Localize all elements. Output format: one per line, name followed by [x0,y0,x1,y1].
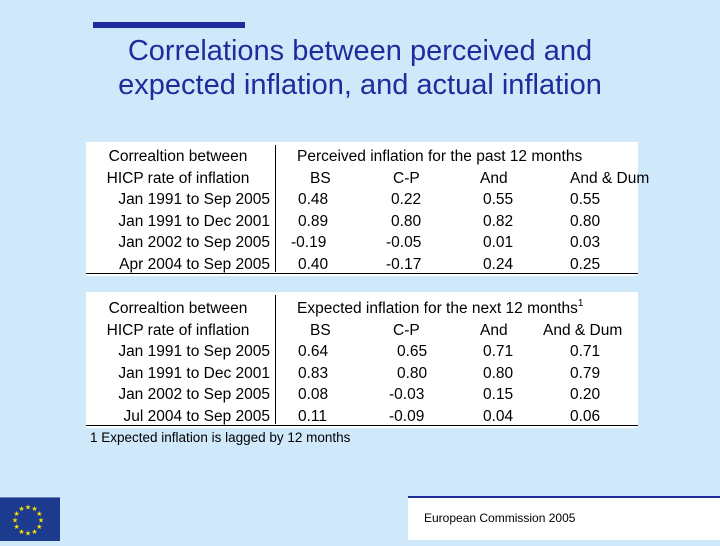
column-header-bs: BS [310,169,331,187]
group-header-text: Expected inflation for the next 12 month… [297,300,578,317]
cell-bs: 0.64 [298,343,329,360]
cell-cp: 0.80 [391,212,422,230]
eu-star-icon: ★ [38,517,44,525]
slide-title-line-2: expected inflation, and actual inflation [118,69,602,101]
eu-star-icon: ★ [14,523,20,531]
row-label: Jan 1991 to Dec 2001 [118,212,270,230]
row-header-line-2: HICP rate of inflation [106,321,250,339]
row-label: Jan 1991 to Dec 2001 [118,364,270,382]
slide-title-line-1: Correlations between perceived and [127,35,593,67]
eu-star-icon: ★ [25,504,31,512]
column-header-and: And [480,169,508,187]
cell-and: 0.80 [483,364,514,382]
table-footnote: 1 Expected inflation is lagged by 12 mon… [90,430,351,445]
cell-and-dum: 0.80 [570,212,601,230]
cell-cp: -0.05 [386,234,422,251]
slide-title: Correlations between perceived and expec… [60,34,660,102]
cell-and-dum: 0.79 [570,364,601,382]
column-header-cp: C-P [393,169,420,187]
group-header-footnote-mark: 1 [577,298,584,309]
eu-star-icon: ★ [36,523,42,531]
cell-cp: -0.09 [389,407,425,425]
eu-star-icon: ★ [12,517,18,525]
cell-cp: 0.80 [397,364,428,382]
table-divider [275,145,276,272]
column-header-and-dum: And & Dum [543,321,623,339]
cell-bs: 0.48 [298,191,329,208]
cell-and-dum: 0.20 [570,386,601,403]
table-bottom-rule [86,425,638,426]
group-header-text: Perceived inflation for the past 12 mont… [297,148,583,165]
column-header-and-dum: And & Dum [570,169,650,187]
cell-and: 0.15 [483,386,514,403]
footer-credit: European Commission 2005 [424,511,576,525]
eu-star-icon: ★ [31,505,37,513]
eu-star-icon: ★ [25,530,31,538]
title-accent-bar [93,22,245,28]
row-label: Apr 2004 to Sep 2005 [119,255,270,273]
eu-stars-icon: ★ ★★★★★★★★★★★ [12,504,44,538]
cell-and-dum: 0.71 [570,343,601,360]
eu-star-icon: ★ [31,528,37,536]
eu-star-icon: ★ [18,528,24,536]
cell-and: 0.01 [483,234,514,251]
cell-bs: 0.08 [298,386,329,403]
cell-and: 0.71 [483,343,514,360]
column-header-bs: BS [310,321,331,339]
cell-and-dum: 0.03 [570,234,601,251]
table-divider [275,295,276,424]
group-header: Perceived inflation for the past 12 mont… [297,146,582,168]
table-bottom-rule [86,273,638,274]
cell-bs: 0.11 [298,407,328,425]
cell-cp: -0.17 [386,255,422,273]
group-header: Expected inflation for the next 12 month… [297,298,583,320]
footer-bar: European Commission 2005 [408,496,720,540]
row-label: Jan 2002 to Sep 2005 [118,234,270,251]
cell-cp: 0.22 [391,191,422,208]
cell-and: 0.04 [483,407,514,425]
row-header-line-1: Correaltion between [108,300,248,317]
cell-bs: -0.19 [291,234,327,251]
cell-and: 0.82 [483,212,514,230]
row-label: Jan 2002 to Sep 2005 [118,386,270,403]
cell-and: 0.24 [483,255,514,273]
cell-and-dum: 0.25 [570,255,601,273]
cell-and: 0.55 [483,191,514,208]
cell-bs: 0.40 [298,255,329,273]
row-header-line-2: HICP rate of inflation [106,169,250,187]
eu-star-icon: ★ [18,505,24,513]
cell-bs: 0.83 [298,364,329,382]
column-header-and: And [480,321,508,339]
row-label: Jan 1991 to Sep 2005 [118,343,270,360]
cell-cp: -0.03 [389,386,425,403]
cell-bs: 0.89 [298,212,329,230]
row-label: Jul 2004 to Sep 2005 [123,407,270,425]
eu-star-icon: ★ [14,510,20,518]
eu-flag-logo: ★ ★ ★ ★ ★ ★ ★ ★ ★ ★ ★ ★ [0,497,60,541]
column-header-cp: C-P [393,321,420,339]
cell-and-dum: 0.06 [570,407,601,425]
cell-and-dum: 0.55 [570,191,601,208]
eu-star-icon: ★ [36,510,42,518]
cell-cp: 0.65 [397,343,428,360]
row-label: Jan 1991 to Sep 2005 [118,191,270,208]
perceived-inflation-table: Correaltion between HICP rate of inflati… [86,142,649,276]
expected-inflation-table: Correaltion between HICP rate of inflati… [86,292,638,428]
row-header-line-1: Correaltion between [108,148,248,165]
